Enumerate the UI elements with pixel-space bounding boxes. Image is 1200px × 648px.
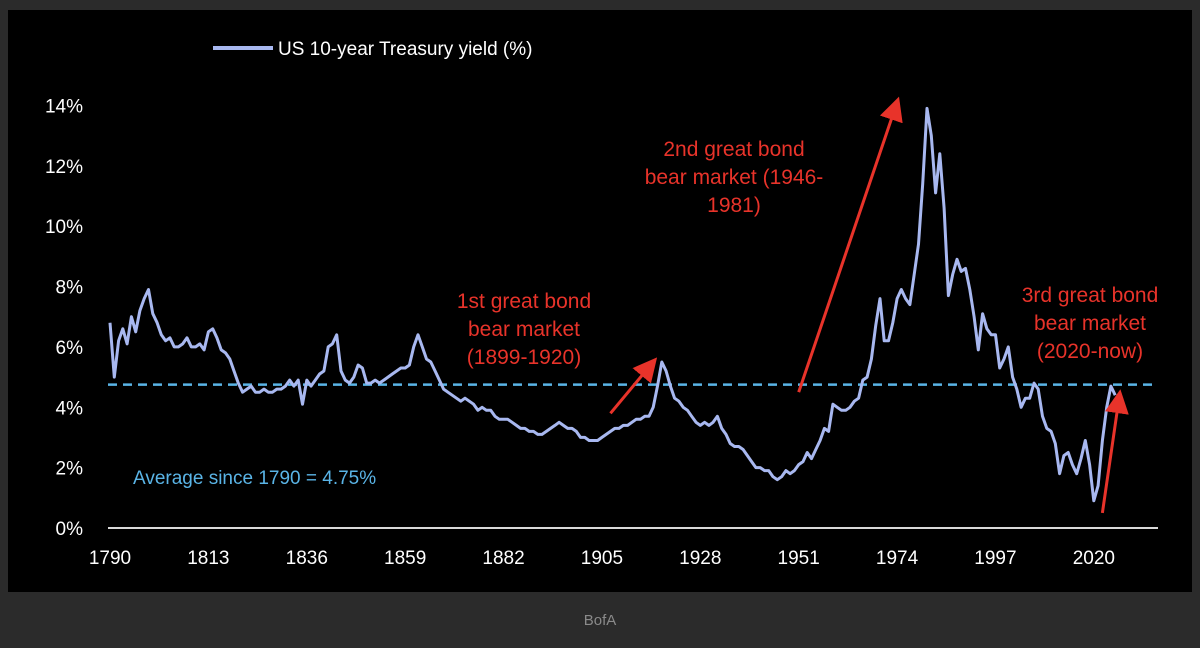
x-tick-label: 1859 [384,548,426,569]
x-tick-label: 1813 [187,548,229,569]
x-tick-label: 1790 [89,548,131,569]
x-tick-label: 1836 [286,548,328,569]
annotation-second-text: 2nd great bond bear market (1946-1981) [645,138,824,217]
y-tick-label: 6% [56,338,84,359]
annotation-first-text: 1st great bond bear market (1899-1920) [457,290,591,369]
chart-plot: Average since 1790 = 4.75% 1790 1813 1836 1… [45,39,1159,569]
series-line-0 [108,106,1117,503]
source-caption: BofA [583,612,617,629]
average-label: Average since 1790 = 4.75% [133,468,376,489]
annotation-third-arrow [1100,389,1129,514]
x-tick-label: 1905 [581,548,623,569]
y-tick-label: 10% [45,217,83,238]
y-tick-label: 2% [56,459,84,480]
y-tick-label: 4% [56,398,84,419]
x-tick-label: 1951 [778,548,820,569]
y-tick-label: 12% [45,157,83,178]
y-tick-label: 8% [56,278,84,299]
annotation-third-text: 3rd great bond bear market (2020-now) [1022,284,1159,363]
chart-card: Average since 1790 = 4.75% 1790 1813 1836 1… [8,10,1192,592]
x-tick-label: 1974 [876,548,919,569]
y-tick-label: 0% [56,519,84,540]
annotation-first-arrow [609,357,658,415]
x-tick-label: 1928 [679,548,721,569]
x-tick-label: 1997 [974,548,1016,569]
legend-label: US 10-year Treasury yield (%) [278,39,532,60]
x-tick-label: 1882 [482,548,524,569]
x-tick-label: 2020 [1073,548,1115,569]
annotation-second-arrow [797,96,903,393]
y-tick-label: 14% [45,96,83,117]
